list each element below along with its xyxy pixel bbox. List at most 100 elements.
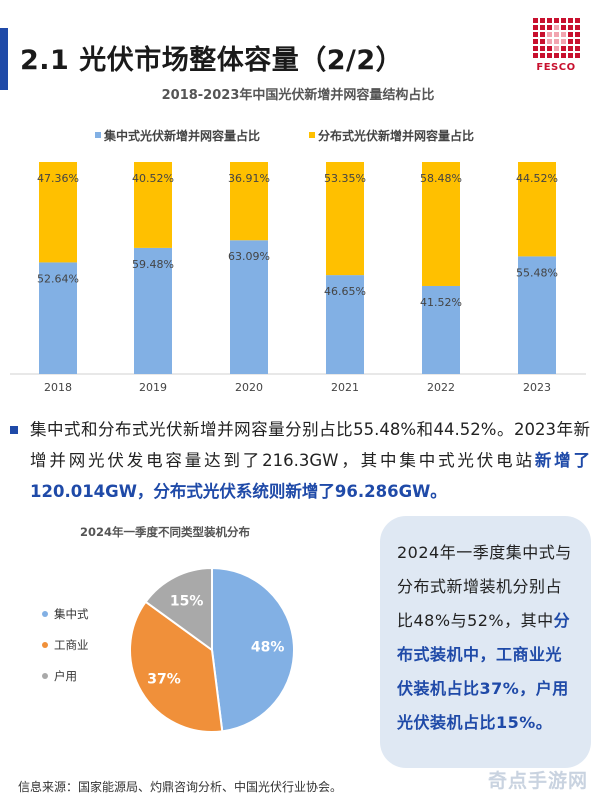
- bar-distributed-2018: [39, 162, 77, 263]
- logo-dot: [540, 53, 545, 58]
- title-accent-bar: [0, 28, 8, 90]
- logo-dot: [547, 46, 552, 51]
- logo-dot: [575, 53, 580, 58]
- data-label-central-2022: 41.52%: [420, 296, 462, 309]
- watermark: 奇点手游网: [488, 770, 589, 792]
- data-label-distributed-2018: 47.36%: [37, 172, 79, 185]
- source-note: 信息来源：国家能源局、灼鼎咨询分析、中国光伏行业协会。: [18, 780, 343, 794]
- x-tick-label-2022: 2022: [427, 381, 455, 394]
- legend-label-1: 分布式光伏新增并网容量占比: [318, 128, 474, 143]
- pie-slice-household-label: 15%: [170, 593, 204, 609]
- bar-central-2022: [422, 285, 460, 374]
- logo-dot: [554, 39, 559, 44]
- data-label-distributed-2022: 58.48%: [420, 172, 462, 185]
- logo-dot: [554, 53, 559, 58]
- bar-distributed-2022: [422, 162, 460, 286]
- logo-dot: [540, 18, 545, 23]
- bullet-square-icon: [10, 426, 18, 434]
- logo-dot: [533, 53, 538, 58]
- logo-dot: [533, 18, 538, 23]
- bar-central-2023: [518, 256, 556, 374]
- logo-dot: [533, 32, 538, 37]
- bar-distributed-2019: [134, 162, 172, 248]
- pie-slice-central: [211, 566, 295, 733]
- summary-text: 集中式和分布式光伏新增并网容量分别占比55.48%和44.52%。2023年新增…: [30, 414, 590, 507]
- callout-normal-text: 2024年一季度集中式与分布式新增装机分别占比48%与52%，其中: [397, 543, 572, 630]
- logo-dot: [568, 18, 573, 23]
- bar-distributed-2023: [518, 162, 556, 257]
- data-label-central-2020: 63.09%: [228, 250, 270, 263]
- x-tick-label-2020: 2020: [235, 381, 263, 394]
- legend-item-household: 户用: [42, 660, 89, 691]
- data-label-central-2019: 59.48%: [132, 258, 174, 271]
- logo-dot-grid-icon: [533, 18, 580, 58]
- logo-dot: [568, 39, 573, 44]
- legend-label-0: 集中式光伏新增并网容量占比: [103, 128, 260, 143]
- bar-chart-title: 2018-2023年中国光伏新增并网容量结构占比: [161, 88, 435, 103]
- bar-central-2019: [134, 247, 172, 374]
- logo-dot: [533, 39, 538, 44]
- logo-dot: [568, 32, 573, 37]
- logo-dot: [575, 18, 580, 23]
- callout-highlight-text: 分布式装机中，工商业光伏装机占比37%，户用光伏装机占比15%。: [397, 611, 571, 732]
- legend-swatch-0: [95, 132, 101, 138]
- logo-dot: [540, 32, 545, 37]
- logo-dot: [554, 46, 559, 51]
- pie-slice-household: [144, 566, 213, 652]
- logo-dot: [561, 18, 566, 23]
- logo-dot: [540, 46, 545, 51]
- x-tick-label-2021: 2021: [331, 381, 359, 394]
- bar-central-2018: [39, 262, 77, 374]
- callout-text: 2024年一季度集中式与分布式新增装机分别占比48%与52%，其中分布式装机中，…: [380, 516, 591, 740]
- pie-chart-title: 2024年一季度不同类型装机分布: [80, 525, 251, 539]
- legend-label: 户用: [54, 668, 77, 683]
- logo-dot: [540, 39, 545, 44]
- logo-dot: [575, 25, 580, 30]
- data-label-distributed-2020: 36.91%: [228, 172, 270, 185]
- data-label-distributed-2021: 53.35%: [324, 172, 366, 185]
- logo-dot: [554, 32, 559, 37]
- x-tick-label-2018: 2018: [44, 381, 72, 394]
- pie-legend: 集中式 工商业 户用: [42, 598, 89, 691]
- logo-dot: [554, 18, 559, 23]
- data-label-central-2023: 55.48%: [516, 266, 558, 279]
- stacked-bar-chart: 集中式光伏新增并网容量占比 分布式光伏新增并网容量占比 52.64% 47.36% 20…: [10, 128, 586, 394]
- data-label-central-2021: 46.65%: [324, 285, 366, 298]
- data-label-distributed-2023: 44.52%: [516, 172, 558, 185]
- logo-dot: [547, 39, 552, 44]
- logo-dot: [561, 25, 566, 30]
- bar-central-2021: [326, 275, 364, 374]
- legend-label: 工商业: [54, 637, 89, 652]
- logo-dot: [568, 46, 573, 51]
- summary-normal-text: 集中式和分布式光伏新增并网容量分别占比55.48%和44.52%。2023年新增…: [30, 420, 590, 470]
- logo-dot: [533, 46, 538, 51]
- legend-swatch-1: [309, 132, 315, 138]
- logo-dot: [568, 53, 573, 58]
- page-title: 2.1 光伏市场整体容量（2/2）: [20, 45, 404, 76]
- logo-dot: [568, 25, 573, 30]
- logo-dot: [575, 46, 580, 51]
- logo-dot: [561, 39, 566, 44]
- logo-dot: [575, 32, 580, 37]
- bar-distributed-2020: [230, 162, 268, 241]
- legend-item-central: 集中式: [42, 598, 89, 629]
- data-label-central-2018: 52.64%: [37, 272, 79, 285]
- logo-dot: [554, 25, 559, 30]
- summary-highlight-text: 新增了120.014GW，分布式光伏系统则新增了96.286GW。: [30, 451, 591, 501]
- logo-dot: [547, 18, 552, 23]
- fesco-logo: FESCO: [530, 16, 582, 73]
- logo-dot: [547, 32, 552, 37]
- pie-slice-commercial: [129, 600, 224, 733]
- x-tick-label-2023: 2023: [523, 381, 551, 394]
- bar-central-2020: [230, 240, 268, 374]
- logo-dot: [561, 46, 566, 51]
- logo-text: FESCO: [536, 62, 576, 73]
- logo-dot: [533, 25, 538, 30]
- legend-dot-icon: [42, 641, 48, 648]
- summary-paragraph: 集中式和分布式光伏新增并网容量分别占比55.48%和44.52%。2023年新增…: [10, 414, 590, 507]
- callout-box: 2024年一季度集中式与分布式新增装机分别占比48%与52%，其中分布式装机中，…: [380, 516, 591, 768]
- pie-chart: 48% 37% 15%: [129, 566, 295, 733]
- logo-dot: [561, 53, 566, 58]
- legend-dot-icon: [42, 672, 48, 679]
- legend-label: 集中式: [54, 606, 89, 621]
